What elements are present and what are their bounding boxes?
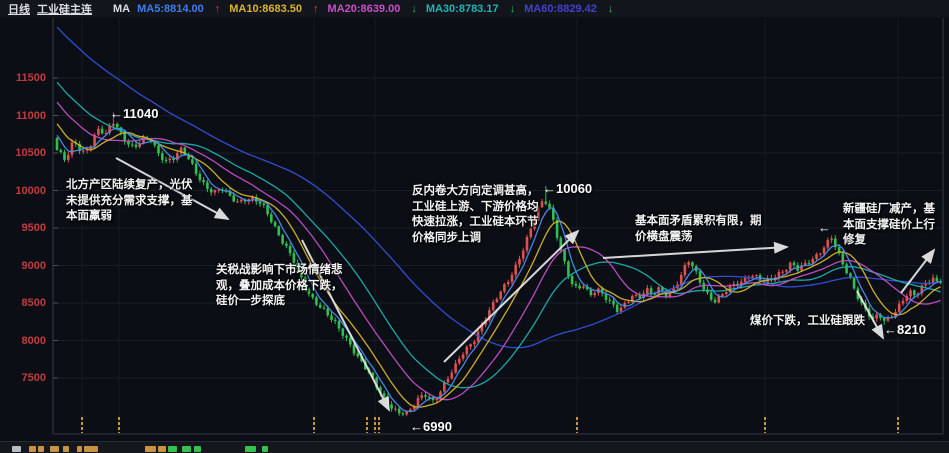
chart-annotation: 基本面矛盾累积有限，期 价横盘震荡	[635, 215, 762, 243]
ma-legend-value: MA10:8683.50	[229, 2, 303, 15]
clipped-legend-fragment	[84, 446, 98, 452]
price-marker-label: ←	[818, 220, 831, 235]
down-arrow-icon: ↓	[411, 2, 417, 15]
clipped-legend-fragment	[158, 446, 166, 452]
chart-annotation: 煤价下跌，工业硅跟跌	[750, 315, 865, 327]
lower-pane-clipped	[0, 441, 949, 453]
clipped-legend-fragment	[262, 446, 268, 452]
clipped-legend-fragment	[182, 446, 191, 452]
down-arrow-icon: ↓	[607, 2, 614, 15]
trend-arrow	[900, 248, 936, 294]
clipped-legend-fragment	[145, 446, 156, 452]
ma60-line	[56, 26, 941, 349]
price-tick-label: 8000	[21, 334, 46, 347]
tab-period-daily[interactable]: 日线	[8, 3, 30, 16]
clipped-legend-fragment	[77, 446, 82, 452]
up-arrow-icon: ↑	[214, 2, 221, 15]
trend-arrow	[115, 157, 230, 220]
chart-annotation: 北方产区陆续复产，光伏 未提供充分需求支撑，基 本面羸弱	[66, 179, 193, 222]
chart-annotation: 新疆硅厂减产，基 本面支撑硅价上行 修复	[843, 203, 935, 246]
trend-arrow	[301, 239, 390, 412]
ma-legend-value: MA20:8639.00	[327, 2, 401, 15]
price-tick-label: 9000	[21, 259, 46, 272]
tab-symbol-industrial-silicon[interactable]: 工业硅主连	[37, 3, 92, 16]
ma30-line	[56, 81, 941, 389]
clipped-legend-fragment	[194, 446, 201, 452]
clipped-legend-fragment	[63, 446, 69, 452]
price-tick-label: 7500	[21, 372, 46, 384]
ma-indicator-label: MA	[113, 2, 131, 15]
clipped-legend-fragment	[245, 446, 256, 452]
ma20-line	[56, 101, 941, 401]
ma10-line	[56, 123, 941, 408]
clipped-legend-fragment	[12, 446, 21, 452]
clipped-legend-fragment	[29, 446, 36, 452]
clipped-legend-fragment	[50, 446, 59, 452]
price-marker-label: ←10060	[543, 181, 593, 196]
price-tick-label: 8500	[21, 297, 46, 309]
chart-toolbar: 日线 工业硅主连 MA MA5:8814.00 ↑ MA10:8683.50 ↑ MA2…	[0, 0, 949, 17]
price-marker-label: ←6990	[410, 419, 452, 434]
trend-arrow	[602, 241, 789, 259]
price-tick-label: 11000	[16, 109, 46, 122]
chart-annotation: 关税战影响下市场情绪悲 观，叠加成本价格下跌， 硅价一步探底	[216, 264, 343, 307]
ma-legend-value: MA60:8829.42	[524, 2, 597, 15]
clipped-legend-fragment	[168, 446, 177, 452]
ma-legend: MA5:8814.00 ↑ MA10:8683.50 ↑ MA20:8639.00 ↓ MA…	[137, 3, 613, 15]
price-tick-label: 10000	[15, 184, 46, 197]
down-arrow-icon: ↓	[509, 2, 516, 15]
ma5-line	[56, 127, 941, 413]
trend-arrow	[443, 229, 580, 363]
up-arrow-icon: ↑	[313, 2, 319, 15]
price-tick-label: 11500	[16, 72, 46, 84]
trend-arrow	[856, 290, 884, 340]
price-tick-label: 10500	[15, 147, 46, 159]
chart-annotation: 反内卷大方向定调甚高， 工业硅上游、下游价格均 快速拉涨，工业硅本环节 价格同步上调	[412, 185, 539, 244]
ma-legend-value: MA5:8814.00	[137, 2, 204, 15]
price-marker-label: ←8210	[884, 322, 926, 337]
ma-legend-value: MA30:8783.17	[425, 2, 499, 15]
clipped-legend-fragment	[38, 446, 44, 452]
price-marker-label: ←11040	[110, 106, 159, 121]
price-tick-label: 9500	[21, 222, 46, 234]
